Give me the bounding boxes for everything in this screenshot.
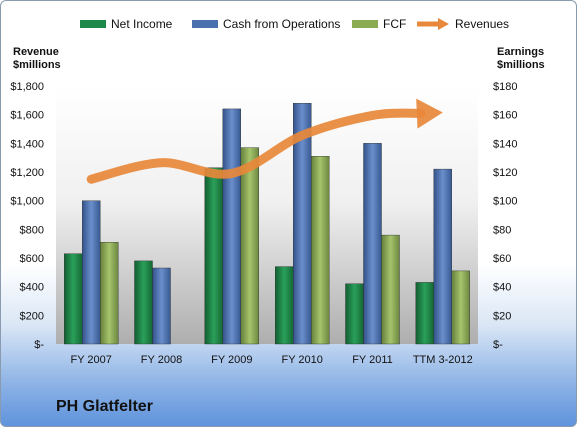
bar-fcf-4	[381, 234, 400, 345]
right-axis-title-line2: $millions	[497, 59, 545, 71]
bar-net-income-1	[134, 260, 153, 345]
right-axis-tick-label-8: $160	[493, 110, 517, 122]
right-axis-tick-label-4: $80	[493, 224, 511, 236]
right-axis-title-line1: Earnings	[497, 46, 545, 58]
legend-label-fcf: FCF	[383, 17, 407, 31]
right-axis-title: Earnings $millions	[497, 46, 545, 72]
legend-item-net-income: Net Income	[80, 17, 172, 31]
left-axis-tick-label-9: $1,800	[10, 81, 44, 93]
left-axis-tick-label-2: $400	[20, 282, 44, 294]
left-axis-tick-label-6: $1,200	[10, 167, 44, 179]
bar-fcf-2	[240, 147, 260, 345]
bar-net-income-3	[275, 266, 294, 345]
right-axis-tick-label-6: $120	[493, 167, 517, 179]
bar-cash-from-operations-0	[81, 200, 101, 345]
left-axis-tick-label-0: $-	[34, 339, 44, 351]
bar-fcf-3	[311, 155, 330, 345]
line-revenues	[86, 108, 426, 184]
legend-label-revenues: Revenues	[455, 17, 510, 31]
right-axis-tick-label-9: $180	[493, 81, 517, 93]
bar-net-income-2	[204, 167, 224, 345]
bar-net-income-4	[345, 283, 364, 345]
company-caption: PH Glatfelter	[56, 398, 153, 415]
left-axis-tick-label-3: $600	[20, 253, 44, 265]
bar-cash-from-operations-4	[363, 143, 382, 345]
legend-item-fcf: FCF	[352, 17, 406, 31]
right-axis-tick-label-5: $100	[493, 196, 517, 208]
legend-swatch-cash-from-operations	[192, 20, 218, 28]
left-axis-tick-label-7: $1,400	[10, 138, 44, 150]
right-axis-tick-label-2: $40	[493, 282, 511, 294]
left-axis-title-line2: $millions	[13, 59, 61, 71]
right-axis-tick-label-0: $-	[493, 339, 503, 351]
left-axis-tick-label-1: $200	[20, 310, 44, 322]
right-axis-tick-label-1: $20	[493, 310, 511, 322]
x-tick-label-5: TTM 3-2012	[413, 354, 473, 366]
plot-area-background	[56, 86, 478, 344]
revenues-arrowhead	[416, 98, 443, 129]
legend-arrow-icon	[417, 18, 449, 30]
x-tick-label-4: FY 2011	[352, 354, 393, 366]
legend-item-revenues: Revenues	[416, 17, 509, 31]
bar-net-income-5	[415, 282, 434, 345]
right-axis-tick-label-7: $140	[493, 138, 517, 150]
x-tick-label-1: FY 2008	[141, 354, 182, 366]
legend-swatch-net-income	[80, 20, 106, 28]
x-tick-label-0: FY 2007	[71, 354, 112, 366]
legend-item-cash-from-operations: Cash from Operations	[192, 17, 340, 31]
left-axis-tick-label-4: $800	[20, 224, 44, 236]
bar-fcf-5	[451, 270, 470, 345]
legend: Net Income Cash from Operations FCF Reve…	[0, 17, 577, 31]
legend-label-net-income: Net Income	[111, 17, 173, 31]
left-axis-title-line1: Revenue	[13, 46, 59, 58]
x-tick-label-3: FY 2010	[282, 354, 323, 366]
bar-cash-from-operations-1	[152, 267, 171, 345]
bar-cash-from-operations-2	[222, 108, 242, 345]
bar-cash-from-operations-5	[433, 168, 452, 345]
left-axis-tick-label-8: $1,600	[10, 110, 44, 122]
legend-swatch-fcf	[352, 20, 378, 28]
x-tick-label-2: FY 2009	[211, 354, 252, 366]
legend-label-cash-from-operations: Cash from Operations	[223, 17, 341, 31]
bar-net-income-0	[63, 253, 83, 345]
bar-fcf-0	[99, 241, 119, 345]
right-axis-tick-label-3: $60	[493, 253, 511, 265]
left-axis-title: Revenue $millions	[13, 46, 61, 72]
left-axis-tick-label-5: $1,000	[10, 196, 44, 208]
